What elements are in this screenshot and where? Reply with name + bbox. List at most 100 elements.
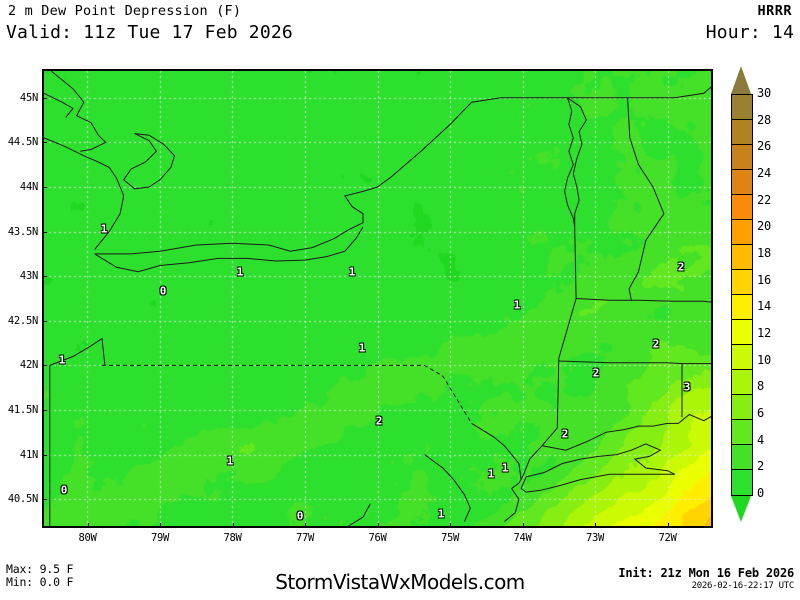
lake-huron-shore xyxy=(44,92,74,118)
long-island-coast xyxy=(520,443,676,493)
chart-header: 2 m Dew Point Depression (F) Valid: 11z … xyxy=(0,0,800,62)
pa-ny-border xyxy=(102,364,473,424)
colorbar-swatch xyxy=(732,245,752,270)
longitude-tick-mark xyxy=(305,523,306,528)
nj-ny-coast xyxy=(504,458,531,522)
colorbar-swatch xyxy=(732,370,752,395)
susquehanna-river xyxy=(348,503,371,526)
ontario-inland-shore xyxy=(44,137,125,250)
colorbar-low-arrow xyxy=(731,496,751,522)
colorbar-swatch xyxy=(732,270,752,295)
latitude-tick-mark xyxy=(42,320,47,322)
forecast-hour-label: Hour: 14 xyxy=(705,22,794,43)
latitude-tick-label: 42.5N xyxy=(7,314,38,327)
lake-ontario-south-shore xyxy=(94,226,364,273)
min-max-readout: Max: 9.5 F Min: 0.0 F xyxy=(6,563,73,589)
lake-erie-shore xyxy=(49,337,106,366)
colorbar-tick-label: 4 xyxy=(757,432,765,447)
colorbar-swatch xyxy=(732,395,752,420)
latitude-tick-label: 43.5N xyxy=(7,225,38,238)
latitude-tick-label: 45N xyxy=(19,91,38,104)
latitude-tick-mark xyxy=(42,276,47,278)
latitude-tick-label: 40.5N xyxy=(7,493,38,506)
colorbar-swatch xyxy=(732,220,752,245)
latitude-tick-mark xyxy=(42,97,47,99)
map-plot-area[interactable] xyxy=(42,69,713,528)
longitude-tick-mark xyxy=(667,523,669,528)
longitude-tick-mark xyxy=(377,523,379,528)
ny-east-border xyxy=(529,227,577,460)
colorbar-tick-label: 28 xyxy=(757,112,772,127)
init-time-label: Init: 21z Mon 16 Feb 2026 xyxy=(618,566,794,580)
colorbar-tick-label: 20 xyxy=(757,219,772,234)
generation-timestamp: 2026-02-16-22:17 UTC xyxy=(691,581,795,591)
init-block: Init: 21z Mon 16 Feb 2026 2026-02-16-22:… xyxy=(618,566,794,591)
longitude-tick-label: 75W xyxy=(440,532,460,544)
latitude-tick-mark xyxy=(42,186,47,188)
colorbar-swatch xyxy=(732,445,752,470)
colorbar-swatch xyxy=(732,345,752,370)
colorbar-tick-label: 16 xyxy=(757,272,772,287)
colorbar-swatch xyxy=(732,95,752,120)
colorbar-swatch xyxy=(732,195,752,220)
latitude-tick-label: 42N xyxy=(19,359,38,372)
latitude-tick-mark xyxy=(42,231,47,233)
colorbar-swatch xyxy=(732,120,752,145)
page-title: 2 m Dew Point Depression (F) xyxy=(8,3,242,19)
lake-champlain-east xyxy=(567,97,587,228)
us-canada-border xyxy=(391,86,711,177)
latitude-tick-label: 41.5N xyxy=(7,404,38,417)
longitude-tick-label: 78W xyxy=(223,532,242,544)
colorbar-swatch xyxy=(732,470,752,495)
colorbar-tick-label: 8 xyxy=(757,379,765,394)
latitude-tick-label: 43N xyxy=(19,270,38,283)
longitude-tick-label: 77W xyxy=(295,532,315,544)
ct-ma-border xyxy=(558,360,683,365)
vt-nh-border xyxy=(627,97,665,301)
colorbar-tick-label: 0 xyxy=(757,486,765,500)
colorbar-tick-label: 14 xyxy=(757,299,772,314)
longitude-tick-mark xyxy=(87,523,89,528)
ri-ma-south-border xyxy=(682,363,711,365)
longitude-tick-mark xyxy=(522,523,524,528)
nj-ny-border xyxy=(471,422,522,480)
colorbar-swatch xyxy=(732,170,752,195)
colorbar-tick-label: 22 xyxy=(757,192,772,207)
longitude-tick-mark xyxy=(232,523,234,528)
latitude-tick-mark xyxy=(42,142,47,144)
brand-watermark: StormVistaWxModels.com xyxy=(275,570,525,594)
colorbar-tick-label: 26 xyxy=(757,139,772,154)
colorbar-swatch xyxy=(732,420,752,445)
lake-champlain-west xyxy=(564,97,576,228)
longitude-tick-mark xyxy=(160,523,161,528)
colorbar-tick-label: 10 xyxy=(757,352,772,367)
colorbar-swatch xyxy=(732,320,752,345)
model-name-label: HRRR xyxy=(757,3,792,19)
latitude-tick-label: 41N xyxy=(19,448,38,461)
nj-pa-delaware-river xyxy=(424,454,471,522)
georgian-bay-shore xyxy=(50,71,107,152)
latitude-tick-mark xyxy=(42,499,47,501)
colorbar-tick-label: 30 xyxy=(757,86,772,100)
colorbar-swatch xyxy=(732,145,752,170)
latitude-tick-mark xyxy=(42,454,47,456)
max-value-label: Max: 9.5 F xyxy=(6,562,74,576)
map-geography-overlay xyxy=(44,71,711,526)
latitude-tick-mark xyxy=(42,365,47,367)
latitude-tick-label: 44N xyxy=(19,180,38,193)
lake-ontario-shore xyxy=(94,175,393,255)
weather-field-heatmap xyxy=(44,71,711,526)
colorbar-gradient xyxy=(731,94,753,496)
longitude-tick-label: 72W xyxy=(658,532,677,544)
southern-new-england-coast xyxy=(542,413,711,451)
colorbar-tick-label: 6 xyxy=(757,406,765,420)
latitude-tick-label: 44.5N xyxy=(7,136,38,149)
colorbar-tick-label: 18 xyxy=(757,246,772,260)
longitude-tick-mark xyxy=(595,523,596,528)
longitude-tick-label: 74W xyxy=(513,532,532,544)
lake-simcoe-shore xyxy=(123,133,176,190)
longitude-tick-label: 73W xyxy=(585,532,605,544)
colorbar-swatch xyxy=(732,295,752,320)
colorbar[interactable]: 0 2 4 6 8 10 12 14 16 18 20 22 24 26 28 30 xyxy=(726,66,796,536)
colorbar-tick-label: 24 xyxy=(757,166,772,180)
